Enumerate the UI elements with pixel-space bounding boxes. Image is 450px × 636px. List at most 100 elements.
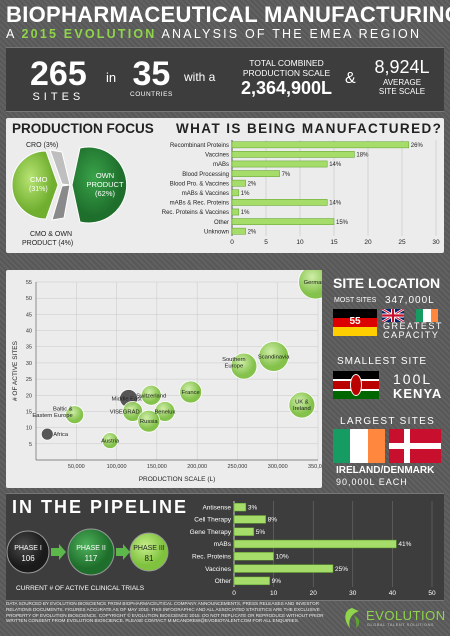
production-focus-heading: PRODUCTION FOCUS <box>12 121 154 136</box>
x-tick-label: 20 <box>364 239 372 246</box>
y-tick-label: 30 <box>26 361 32 367</box>
bar-value-label: 7% <box>282 172 291 178</box>
y-tick-label: 50 <box>26 296 32 302</box>
bar <box>233 576 270 586</box>
bar <box>233 502 247 512</box>
bar-value-label: 5% <box>256 529 266 536</box>
bar-value-label: 1% <box>241 191 250 197</box>
x-tick-label: 10 <box>296 239 304 246</box>
scatter-point <box>40 427 54 441</box>
evolution-logo-icon <box>345 608 360 628</box>
category-label: Vaccines <box>205 566 232 573</box>
scale-label-2: PRODUCTION SCALE <box>242 68 331 78</box>
uk-flag <box>382 309 404 322</box>
sites-stat: 265 SITES <box>30 57 87 103</box>
cmo-label-2: (31%) <box>29 186 48 193</box>
pipeline-phases: PHASE I 106 PHASE II 117 PHASE III 81 CU… <box>6 528 169 592</box>
category-label: Recombinant Proteins <box>170 143 229 149</box>
bar <box>233 552 274 561</box>
x-tick-label: 30 <box>349 590 357 597</box>
bar-value-label: 14% <box>329 201 342 207</box>
y-tick-label: 40 <box>26 329 32 335</box>
ampersand: & <box>345 70 356 87</box>
scatter-point <box>179 380 203 404</box>
scatter-point <box>298 270 322 300</box>
scatter-point-label: Africa <box>53 432 69 438</box>
countries-number: 35 <box>132 55 171 93</box>
category-label: Other <box>215 578 232 585</box>
x-tick-label: 5 <box>264 239 268 246</box>
scatter-point-label: Baltic & <box>53 406 73 412</box>
scatter-point-label: Austria <box>101 439 120 445</box>
x-tick-label: 0 <box>232 590 236 597</box>
bar <box>231 199 328 206</box>
sites-label: SITES <box>32 91 85 103</box>
category-label: Rec. Proteins & Vaccines <box>162 210 229 216</box>
production-focus-chart: CRO (3%) CMO (31%) OWN PRODUCT (62%) CMO… <box>11 142 128 247</box>
category-label: mABs & Vaccines <box>182 191 229 197</box>
scatter-point-label: Scandinavia <box>258 354 290 360</box>
denmark-flag <box>389 429 441 463</box>
phase-1-label: PHASE I <box>14 545 42 552</box>
greatest-label-1: GREATEST <box>383 321 443 331</box>
avg-value: 8,924L <box>374 57 430 77</box>
x-tick-label: 0 <box>230 239 234 246</box>
phase-2-circle <box>67 528 115 576</box>
bar <box>233 527 255 536</box>
phase-3-value: 81 <box>145 554 154 563</box>
y-tick-label: 10 <box>26 426 32 432</box>
bar <box>231 189 240 197</box>
bar-value-label: 1% <box>241 210 250 216</box>
pipeline-heading: IN THE PIPELINE <box>12 497 189 517</box>
bar <box>233 515 266 524</box>
manufactured-chart: 0 5 10 15 20 25 30 Recombinant Proteins 26% Vacci… <box>162 140 440 246</box>
pie-slice-cmo-own <box>51 184 71 221</box>
bar-value-label: 41% <box>398 541 411 548</box>
x-tick-label: 20 <box>310 590 318 597</box>
x-tick-label: 200,000 <box>187 464 207 470</box>
scatter-point <box>140 384 162 406</box>
scatter-point-label: UK & <box>295 400 309 406</box>
category-label: Unknown <box>204 229 229 235</box>
category-label: mABs & Rec. Proteins <box>170 201 229 207</box>
largest-sites-label: LARGEST SITES <box>340 416 436 427</box>
y-tick-label: 35 <box>26 345 32 351</box>
x-tick-label: 15 <box>330 239 338 246</box>
scatter-point <box>137 409 161 433</box>
bar-value-label: 10% <box>276 553 289 560</box>
pipeline-caption: CURRENT # OF ACTIVE CLINICAL TRIALS <box>16 585 145 592</box>
phase-2-value: 117 <box>85 554 98 563</box>
bar <box>231 227 246 235</box>
evolution-logo: EVOLUTION GLOBAL TALENT SOLUTIONS <box>340 604 445 632</box>
category-label: Antisense <box>202 504 231 511</box>
category-label: Other <box>214 220 229 226</box>
scatter-point-label: Switzerland <box>136 393 166 399</box>
scatter-point-label: Europe <box>225 363 244 369</box>
bar-value-label: 8% <box>268 517 278 524</box>
bar-value-label: 2% <box>248 181 257 187</box>
x-tick-label: 250,000 <box>227 464 247 470</box>
pipeline-chart: 0 10 20 30 40 50 Antisense 3% Cell Therapy 8% Gene… <box>190 501 436 597</box>
category-label: mABs <box>214 541 232 548</box>
x-tick-label: 50,000 <box>68 464 85 470</box>
phase-arrow-1 <box>51 544 66 560</box>
phase-3-circle <box>129 532 169 572</box>
x-tick-label: 350,000 <box>308 464 322 470</box>
y-tick-label: 20 <box>26 393 32 399</box>
category-label: Cell Therapy <box>194 517 231 524</box>
x-tick-label: 10 <box>270 590 278 597</box>
category-label: Gene Therapy <box>190 529 232 536</box>
bar <box>231 160 328 168</box>
page-title: BIOPHARMACEUTICAL MANUFACTURING <box>6 2 450 27</box>
cmo-own-label-1: CMO & OWN <box>30 231 72 238</box>
evolution-logo-tagline: GLOBAL TALENT SOLUTIONS <box>367 623 435 627</box>
scatter-point <box>154 401 176 422</box>
bar <box>231 141 410 149</box>
phase-2-label: PHASE II <box>76 545 106 552</box>
phase-arrow-2 <box>116 544 130 560</box>
x-tick-label: 30 <box>432 239 440 246</box>
ireland-flag-small <box>416 309 438 322</box>
bar-value-label: 25% <box>335 566 348 573</box>
x-tick-label: 100,000 <box>107 464 127 470</box>
germany-flag: 55 <box>333 309 377 336</box>
